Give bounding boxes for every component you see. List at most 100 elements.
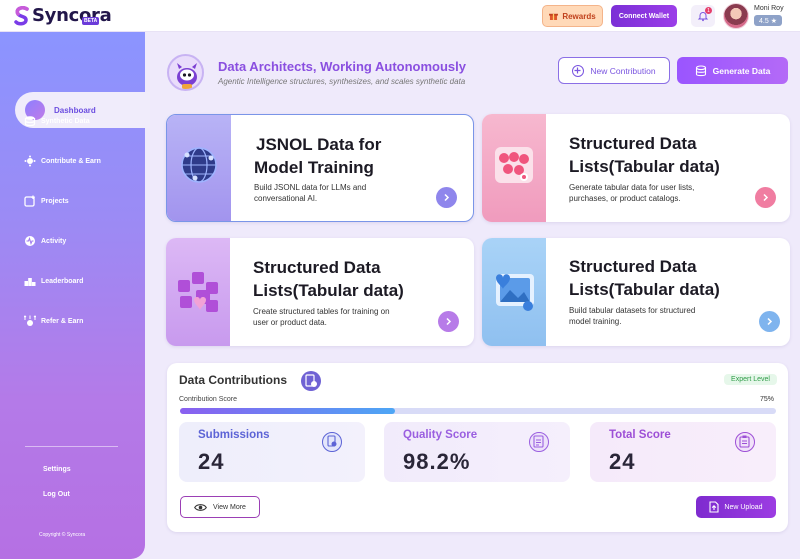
data-blocks-icon (495, 147, 533, 183)
settings-link[interactable]: Settings (43, 466, 71, 473)
gift-icon (549, 13, 559, 20)
card-title: JSNOL Data for Model Training (254, 135, 382, 177)
brand-name: Syncora (32, 5, 112, 26)
stat-value: 24 (609, 449, 636, 474)
projects-icon (24, 195, 35, 207)
contribution-score-value: 75% (760, 396, 775, 403)
generate-data-label: Generate Data (712, 65, 771, 76)
image-heart-icon (496, 274, 534, 311)
upload-file-icon (709, 501, 719, 513)
stat-submissions: Submissions 24 (179, 422, 365, 482)
card-illustration (166, 238, 230, 346)
sidebar: Dashboard Synthetic Data Contribute & Ea… (0, 32, 150, 559)
sidebar-item-refer-earn[interactable]: Refer & Earn (24, 315, 83, 327)
contribution-progress-fill (180, 408, 395, 414)
page-title: Data Architects, Working Autonomously (218, 59, 466, 74)
expert-level-badge: Expert Level (724, 374, 777, 385)
card-structured-tables-training[interactable]: Structured Data Lists(Tabular data) Creat… (166, 238, 474, 346)
chevron-right-icon (446, 317, 452, 326)
connect-wallet-button[interactable]: Connect Wallet (611, 5, 677, 27)
notifications-button[interactable]: 1 (691, 5, 715, 27)
database-icon (24, 116, 36, 127)
notification-count: 1 (705, 7, 712, 14)
sidebar-item-activity[interactable]: Activity (24, 235, 66, 247)
card-illustration (167, 115, 231, 221)
sidebar-item-label: Activity (41, 237, 67, 245)
card-title: Structured Data Lists(Tabular data) (253, 258, 404, 300)
card-title: Structured Data Lists(Tabular data) (569, 257, 720, 299)
new-upload-label: New Upload (724, 503, 763, 511)
eye-icon (194, 503, 207, 511)
new-upload-button[interactable]: New Upload (696, 496, 776, 518)
chevron-right-icon (763, 193, 769, 202)
card-illustration (482, 238, 546, 346)
user-name: Moni Roy (754, 5, 784, 12)
activity-icon (25, 236, 35, 246)
card-description: Create structured tables for training on… (253, 307, 390, 327)
stat-total-score: Total Score 24 (590, 422, 776, 482)
card-structured-tabular-datasets[interactable]: Structured Data Lists(Tabular data) Build… (482, 238, 790, 346)
chevron-right-icon (444, 193, 450, 202)
stat-label: Total Score (609, 429, 671, 441)
new-contribution-button[interactable]: New Contribution (558, 57, 670, 84)
contribute-icon (24, 155, 36, 167)
contributions-title: Data Contributions (179, 373, 287, 387)
stat-quality-score: Quality Score 98.2% (384, 422, 570, 482)
robot-mascot-icon (167, 54, 204, 91)
document-icon (322, 432, 342, 452)
top-bar: Syncora BETA Rewards Connect Wallet 1 Mo… (0, 0, 800, 32)
rewards-button[interactable]: Rewards (542, 5, 603, 27)
card-title: Structured Data Lists(Tabular data) (569, 134, 720, 176)
contribution-score-label: Contribution Score (179, 396, 237, 403)
copyright-text: Copyright © Syncora (39, 532, 86, 538)
sidebar-item-leaderboard[interactable]: Leaderboard (24, 275, 83, 287)
sidebar-item-label: Leaderboard (41, 277, 84, 285)
stat-value: 98.2% (403, 449, 471, 474)
plus-circle-icon (572, 64, 585, 77)
refer-icon (24, 315, 36, 326)
avatar[interactable] (723, 3, 749, 29)
card-arrow-button[interactable] (438, 311, 459, 332)
stat-label: Quality Score (403, 429, 478, 441)
card-arrow-button[interactable] (436, 187, 457, 208)
data-contributions-panel: Data Contributions Expert Level Contribu… (167, 363, 788, 532)
card-description: Build tabular datasets for structured mod… (569, 306, 696, 326)
sidebar-item-label: Contribute & Earn (41, 157, 101, 165)
user-rating-badge: 4.5 ★ (754, 15, 782, 26)
dashboard-icon (25, 100, 45, 120)
sidebar-item-projects[interactable]: Projects (24, 195, 69, 207)
sidebar-divider (25, 446, 118, 447)
leaderboard-icon (24, 278, 36, 286)
contributions-icon (301, 371, 321, 391)
sidebar-item-label: Refer & Earn (41, 317, 84, 325)
view-more-button[interactable]: View More (180, 496, 260, 518)
card-illustration (482, 114, 546, 222)
sidebar-item-contribute-earn[interactable]: Contribute & Earn (24, 155, 101, 167)
card-arrow-button[interactable] (759, 311, 780, 332)
database-icon (695, 64, 706, 76)
stacked-boxes-icon (178, 272, 218, 312)
rewards-label: Rewards (562, 11, 596, 21)
syncora-logo-icon (14, 5, 29, 25)
chevron-right-icon (767, 317, 773, 326)
stat-value: 24 (198, 449, 225, 474)
view-more-label: View More (213, 503, 246, 511)
checklist-icon (529, 432, 549, 452)
generate-data-button[interactable]: Generate Data (677, 57, 788, 84)
card-jsonl-model-training[interactable]: JSNOL Data for Model Training Build JSONL… (166, 114, 474, 222)
sidebar-item-label: Synthetic Data (41, 117, 90, 125)
new-contribution-label: New Contribution (590, 65, 656, 76)
beta-badge: BETA (82, 17, 100, 25)
card-description: Build JSONL data for LLMs and conversatio… (254, 183, 367, 203)
sidebar-item-label: Dashboard (54, 105, 96, 115)
contribution-progress-bar (180, 408, 776, 414)
clipboard-icon (735, 432, 755, 452)
sidebar-item-label: Projects (41, 197, 69, 205)
sidebar-item-synthetic-data[interactable]: Synthetic Data (24, 115, 90, 127)
bell-icon (697, 12, 709, 22)
card-arrow-button[interactable] (755, 187, 776, 208)
logout-link[interactable]: Log Out (43, 491, 70, 498)
sidebar-item-dashboard[interactable]: Dashboard (15, 92, 150, 128)
card-structured-data-user-lists[interactable]: Structured Data Lists(Tabular data) Gener… (482, 114, 790, 222)
globe-network-icon (181, 147, 217, 183)
